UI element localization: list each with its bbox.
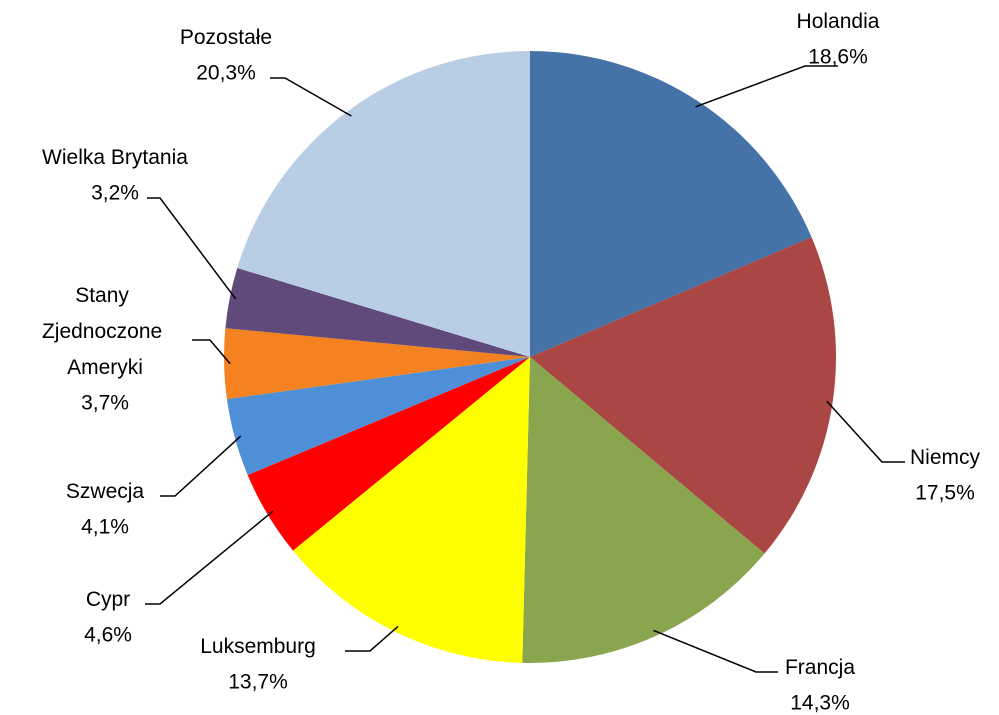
label-line: Zjednoczone xyxy=(42,320,168,343)
value-label: 17,5% xyxy=(915,482,975,505)
slice-label: Holandia xyxy=(797,10,880,33)
slice-label: Cypr xyxy=(86,588,130,611)
leader-line xyxy=(160,435,242,497)
leader-line xyxy=(695,65,838,108)
leader-line xyxy=(147,197,237,300)
pie-slice xyxy=(225,267,530,357)
slice-label: Luksemburg xyxy=(200,635,316,658)
slice-label: Francja xyxy=(785,656,855,679)
label-line: Wielka Brytania xyxy=(42,146,188,169)
value-label: 13,7% xyxy=(228,671,288,694)
slice-label: Pozostałe xyxy=(180,26,272,49)
pie-slice xyxy=(224,328,530,400)
slice-label: Niemcy xyxy=(910,446,981,469)
value-label: 4,6% xyxy=(84,624,132,647)
value-label: 18,6% xyxy=(808,46,868,69)
label-line: Francja xyxy=(785,656,855,679)
slice-label: Szwecja xyxy=(66,480,145,503)
label-line: Szwecja xyxy=(66,480,145,503)
leader-line xyxy=(145,510,274,605)
label-line: Luksemburg xyxy=(200,635,316,658)
label-line: Niemcy xyxy=(910,446,981,469)
slice-label: Wielka Brytania xyxy=(42,146,188,169)
value-label: 3,7% xyxy=(81,392,129,415)
value-label: 4,1% xyxy=(81,516,129,539)
pie-slice xyxy=(247,357,530,551)
pie-slice xyxy=(293,357,530,663)
leader-line xyxy=(270,77,352,117)
leader-line xyxy=(192,339,231,365)
label-line: Stany xyxy=(75,284,135,307)
leader-line xyxy=(653,629,778,673)
pie-slice xyxy=(237,51,531,357)
value-label: 20,3% xyxy=(196,62,256,85)
label-line: Holandia xyxy=(797,10,880,33)
value-label: 3,2% xyxy=(91,182,139,205)
value-label: 14,3% xyxy=(790,692,850,715)
leader-line xyxy=(826,400,905,463)
label-line: Ameryki xyxy=(67,356,143,379)
pie-slice xyxy=(522,357,765,663)
pie-slice xyxy=(530,51,812,357)
label-line: Cypr xyxy=(86,588,130,611)
label-line: Pozostałe xyxy=(180,26,272,49)
pie-slice xyxy=(530,237,836,554)
pie-slice xyxy=(226,357,530,475)
leader-line xyxy=(345,625,399,652)
slice-label: Stany Zjednoczone Ameryki xyxy=(42,284,168,379)
